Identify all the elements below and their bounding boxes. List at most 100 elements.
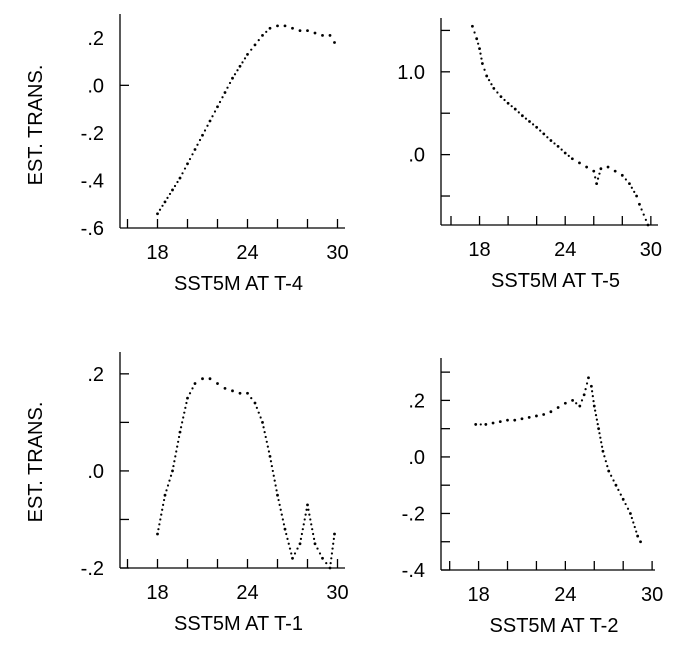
data-point [484,423,488,426]
trace-dot [477,42,480,45]
data-point [570,157,574,161]
data-point [585,165,589,169]
trace-dot [592,400,595,403]
trace-dot [517,111,520,114]
trace-dot [304,513,307,516]
trace-dot [303,518,306,521]
trace-dot [580,399,584,402]
trace-dot [275,489,278,492]
data-point [528,120,531,123]
panel-sst5m-t2: 18 24 30 .2 .0 -.2 -.4 SST5M AT T-2 [402,358,663,637]
trace-dot [172,464,175,468]
trace-dot [250,397,253,400]
x-tick-label: 30 [326,242,348,264]
trace-dot [473,31,476,34]
data-point [298,542,302,546]
data-point [186,396,189,400]
trace-dot [594,409,597,412]
data-point [506,418,509,422]
data-point [485,74,489,78]
panel-sst5m-t1: 18 24 30 .2 .0 -.2 SST5M AT T-1 [81,352,349,635]
trace-dot [479,52,482,55]
x-tick-label: 18 [146,582,168,604]
trace-dot [177,440,180,443]
data-point [499,95,503,99]
trace-dot [255,406,258,409]
data-point [589,384,593,388]
trace-dot [265,30,268,33]
data-point [636,534,640,538]
data-point [246,53,249,56]
data-point [571,399,574,402]
data-point [276,24,279,28]
data-point [520,417,524,421]
trace-dot [196,143,199,146]
data-point [261,34,264,37]
trace-dot [179,426,183,429]
data-point [268,26,272,30]
data-point [231,76,234,80]
trace-dot [263,430,266,434]
data-point [306,503,309,507]
trace-dot [157,528,160,531]
trace-dot [490,83,493,86]
y-tick-label: -.2 [402,503,425,525]
data-point [223,91,227,94]
y-tick-label: -.4 [402,560,425,582]
trace-dot [599,436,602,439]
trace-dot [308,513,311,516]
trace-dot [185,401,188,405]
trace-dot [159,518,162,521]
trace-dot [617,488,620,492]
trace-dot [312,532,315,536]
trace-dot [594,176,597,179]
data-point [321,556,324,560]
y-tick-label: 1.0 [397,62,425,84]
trace-dot [293,552,297,555]
data-point [481,62,484,65]
data-point [313,542,317,546]
data-point [253,401,257,405]
trace-dot [236,69,239,72]
data-point [328,566,332,570]
trace-dot [274,484,277,487]
data-point [614,483,618,487]
trace-dot [184,406,187,409]
data-point [306,29,309,33]
trace-dot [329,562,332,565]
trace-dot [624,502,627,506]
trace-dot [624,178,627,181]
data-point [563,151,567,155]
trace-dot [600,441,603,444]
trace-dot [271,469,274,473]
data-point [542,132,546,136]
trace-dot [539,129,542,132]
trace-dot [241,61,244,64]
trace-dot [277,498,280,502]
data-point [506,101,510,105]
trace-dot [259,416,262,419]
trace-dot [257,411,260,414]
trace-dot [287,542,290,545]
trace-dot [161,508,164,511]
data-point [527,415,531,419]
trace-dot [330,557,333,560]
trace-dot [598,172,601,175]
data-point [592,169,596,173]
trace-dot [630,516,633,520]
trace-dot [296,547,299,550]
data-point [268,454,272,458]
x-tick-label: 24 [554,239,576,261]
data-point [208,119,212,123]
data-point [178,430,182,434]
trace-dot [166,196,169,199]
trace-dot [213,110,217,113]
data-point [163,493,167,497]
trace-dot [175,450,178,453]
data-point [474,423,478,426]
trace-dot [626,507,630,510]
trace-dot [595,418,598,421]
trace-dot [604,460,607,463]
data-point [638,202,641,206]
trace-dot [182,416,185,419]
